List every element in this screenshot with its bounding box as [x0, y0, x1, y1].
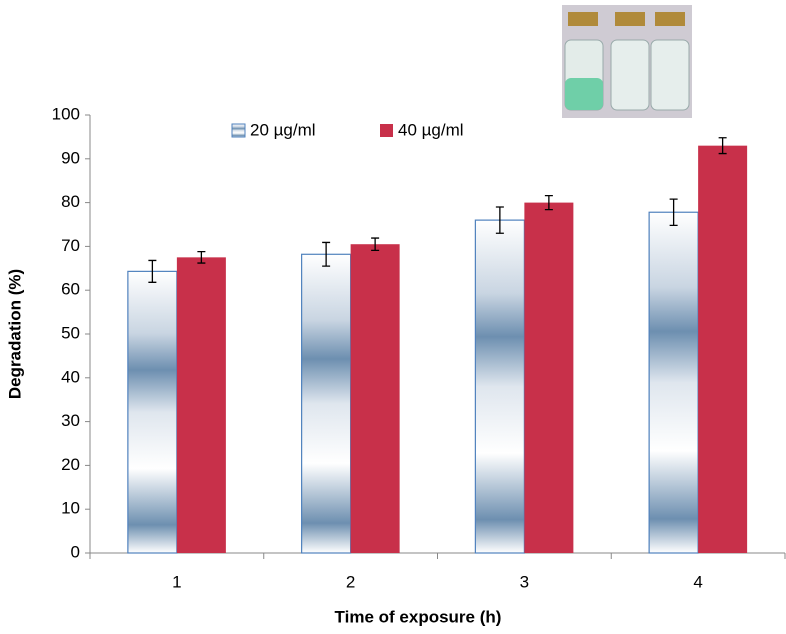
bar — [350, 244, 400, 553]
y-tick-label: 90 — [61, 148, 80, 167]
x-tick-label: 4 — [693, 572, 702, 591]
error-bar — [669, 198, 678, 227]
y-axis-title: Degradation (%) — [5, 269, 24, 399]
error-bar — [371, 237, 380, 251]
y-tick-label: 30 — [61, 411, 80, 430]
y-tick-label: 50 — [61, 323, 80, 342]
error-bar — [322, 241, 331, 267]
y-tick-label: 70 — [61, 236, 80, 255]
legend-label: 20 µg/ml — [250, 120, 316, 139]
error-bar — [544, 194, 553, 211]
x-tick-label: 2 — [346, 572, 355, 591]
bar — [474, 219, 525, 554]
y-tick-label: 0 — [71, 542, 80, 561]
bar — [127, 270, 178, 554]
error-bar — [148, 259, 157, 283]
error-bar — [197, 251, 206, 264]
bar — [176, 257, 226, 553]
y-tick-label: 60 — [61, 280, 80, 299]
y-tick-label: 100 — [52, 104, 80, 123]
bar — [698, 145, 748, 553]
bar — [301, 253, 352, 554]
x-axis-title: Time of exposure (h) — [335, 607, 502, 626]
error-bar — [718, 137, 727, 155]
legend-label: 40 µg/ml — [398, 120, 464, 139]
y-tick-label: 80 — [61, 192, 80, 211]
bar — [648, 211, 699, 554]
y-tick-label: 10 — [61, 499, 80, 518]
x-tick-label: 1 — [172, 572, 181, 591]
bar — [524, 202, 574, 553]
error-bar — [495, 206, 504, 234]
y-tick-label: 20 — [61, 455, 80, 474]
legend-swatch — [231, 123, 246, 138]
legend-swatch — [380, 124, 393, 137]
vial-photo — [562, 5, 692, 118]
x-tick-label: 3 — [520, 572, 529, 591]
y-tick-label: 40 — [61, 367, 80, 386]
